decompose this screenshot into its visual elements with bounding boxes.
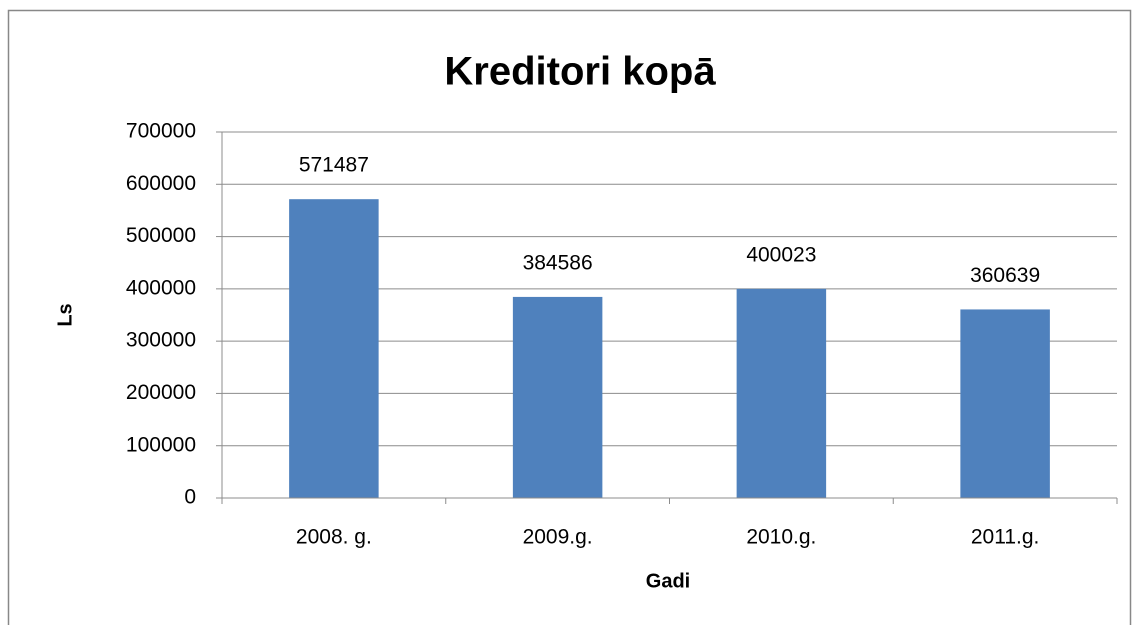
- chart-title: Kreditori kopā: [444, 50, 716, 94]
- bar: [736, 288, 827, 498]
- x-tick-label: 2008. g.: [296, 526, 372, 549]
- x-tick-label: 2009.g.: [523, 526, 593, 549]
- data-label: 400023: [746, 243, 816, 266]
- bar: [960, 309, 1050, 498]
- data-label: 360639: [970, 264, 1040, 287]
- x-tick-label: 2010.g.: [746, 526, 816, 549]
- y-tick-label: 0: [184, 486, 196, 509]
- y-tick-label: 600000: [126, 172, 196, 195]
- bar: [289, 199, 379, 498]
- data-label: 384586: [523, 251, 593, 274]
- chart-border: [7, 9, 1132, 625]
- x-tick-label: 2011.g.: [971, 526, 1040, 549]
- y-tick-label: 100000: [126, 433, 196, 456]
- y-tick-label: 300000: [126, 329, 196, 352]
- data-label: 571487: [299, 154, 369, 177]
- y-axis-title: Ls: [54, 303, 76, 326]
- y-tick-label: 500000: [126, 224, 196, 247]
- y-tick-label: 400000: [126, 276, 196, 299]
- bar: [512, 296, 603, 498]
- x-axis-title: Gadi: [646, 570, 690, 592]
- y-tick-label: 700000: [126, 120, 196, 143]
- y-tick-label: 200000: [126, 381, 196, 404]
